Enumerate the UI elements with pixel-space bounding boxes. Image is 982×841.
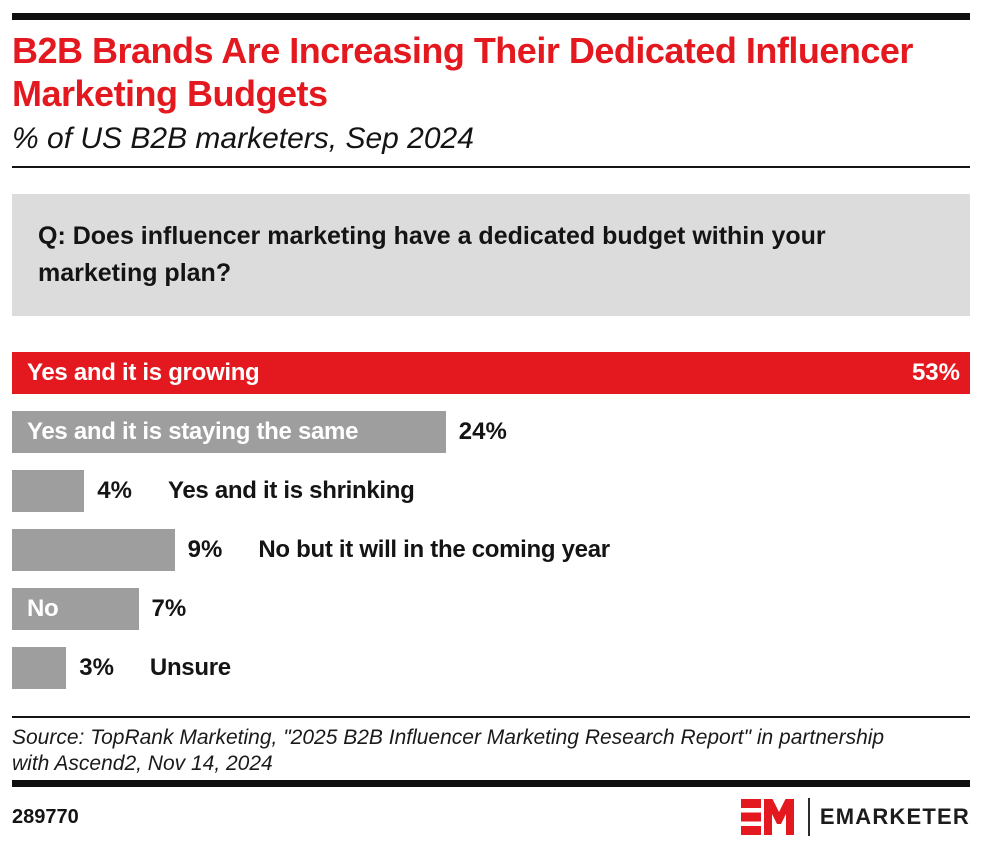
bar-label: Yes and it is staying the same bbox=[27, 418, 359, 445]
bar-row-unsure: 3% Unsure bbox=[12, 647, 970, 689]
source-divider-rule bbox=[12, 716, 970, 718]
bar-label: No bbox=[27, 595, 59, 622]
source-attribution: Source: TopRank Marketing, "2025 B2B Inf… bbox=[12, 726, 885, 775]
bar-row-no-but-coming-year: 9% No but it will in the coming year bbox=[12, 529, 970, 571]
bar-staying-same: Yes and it is staying the same bbox=[12, 411, 446, 453]
bar-row-no: No 7% bbox=[12, 588, 970, 630]
bar-value: 3% bbox=[79, 654, 114, 681]
chart-title: B2B Brands Are Increasing Their Dedicate… bbox=[12, 30, 913, 114]
header-divider-rule bbox=[12, 166, 970, 168]
survey-question-box: Q: Does influencer marketing have a dedi… bbox=[12, 194, 970, 316]
bar-label: No but it will in the coming year bbox=[258, 536, 610, 563]
bar-label: Unsure bbox=[149, 654, 231, 681]
bar-value: 9% bbox=[187, 536, 223, 563]
top-rule bbox=[12, 13, 970, 20]
bar-row-growing: Yes and it is growing 53% bbox=[12, 352, 970, 394]
bar-growing: Yes and it is growing 53% bbox=[12, 352, 970, 394]
bar-value: 4% bbox=[97, 477, 132, 504]
bar-value: 53% bbox=[911, 359, 960, 386]
chart-id: 289770 bbox=[12, 805, 79, 828]
bar-label: Yes and it is shrinking bbox=[167, 477, 415, 504]
logo-divider bbox=[807, 798, 810, 836]
bar-no: No bbox=[12, 588, 139, 630]
bar-unsure bbox=[12, 647, 67, 689]
emarketer-logo: EMARKETER bbox=[740, 798, 970, 836]
bar-row-staying-same: Yes and it is staying the same 24% bbox=[12, 411, 970, 453]
emarketer-monogram-icon bbox=[740, 799, 794, 835]
bottom-rule bbox=[12, 780, 970, 787]
chart-subtitle: % of US B2B marketers, Sep 2024 bbox=[12, 122, 474, 155]
bar-no-but-coming-year bbox=[12, 529, 175, 571]
bar-chart: Yes and it is growing 53% Yes and it is … bbox=[12, 352, 970, 689]
bar-value: 24% bbox=[458, 418, 507, 445]
bar-label: Yes and it is growing bbox=[27, 359, 260, 386]
bar-shrinking bbox=[12, 470, 85, 512]
survey-question-text: Q: Does influencer marketing have a dedi… bbox=[38, 222, 826, 287]
bar-value: 7% bbox=[151, 595, 187, 622]
emarketer-wordmark: EMARKETER bbox=[819, 804, 970, 829]
footer: 289770 EMARKETER bbox=[12, 797, 970, 837]
bar-row-shrinking: 4% Yes and it is shrinking bbox=[12, 470, 970, 512]
